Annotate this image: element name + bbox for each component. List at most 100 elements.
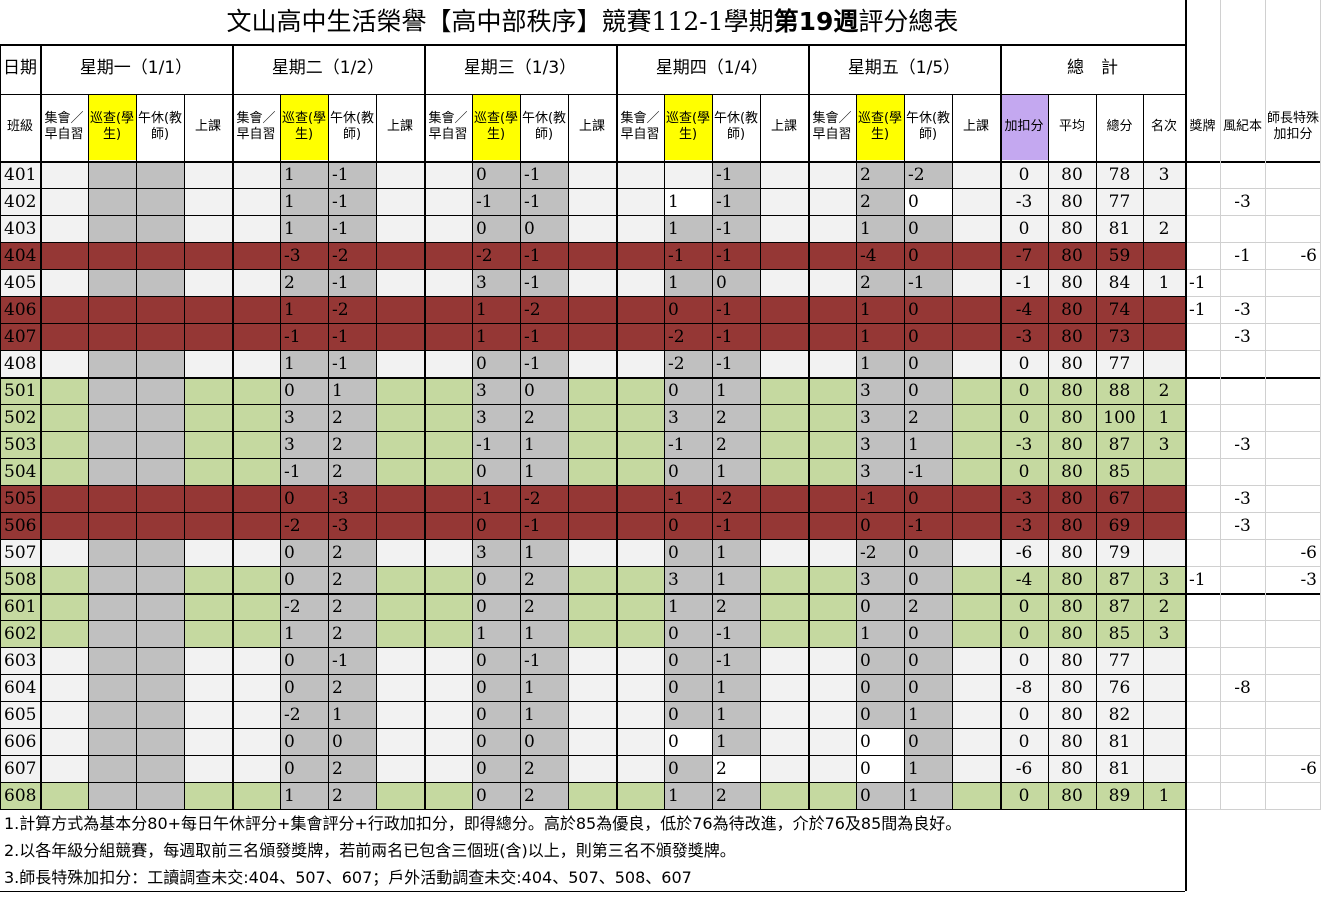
score-cell xyxy=(88,351,136,378)
score-cell: 1 xyxy=(664,189,712,216)
score-cell: -1 xyxy=(904,270,952,297)
score-cell: 1 xyxy=(712,459,760,486)
score-cell: 1 xyxy=(280,189,328,216)
table-row xyxy=(0,729,1185,756)
grid-line xyxy=(904,94,905,810)
extra-cell xyxy=(1185,459,1220,486)
score-cell: 0 xyxy=(856,783,904,810)
score-cell xyxy=(88,270,136,297)
total-cell: -3 xyxy=(1015,489,1033,509)
score-cell: 1 xyxy=(904,432,952,459)
score-cell: 2 xyxy=(520,594,568,621)
grid-line xyxy=(760,94,761,810)
score-cell: 1 xyxy=(712,567,760,594)
score-cell xyxy=(568,513,616,540)
score-cell xyxy=(952,216,1000,243)
class-cell: 604 xyxy=(4,678,37,698)
class-cell: 607 xyxy=(4,759,37,779)
score-cell xyxy=(952,675,1000,702)
total-cell: 80 xyxy=(1061,462,1083,482)
grid-line xyxy=(952,94,953,810)
score-cell: -1 xyxy=(908,516,925,536)
score-cell xyxy=(40,324,88,351)
footnote: 3.師長特殊加扣分：工讀調查未交:404、507、607；戶外活動調查未交:40… xyxy=(4,868,692,887)
total-cell: -7 xyxy=(1015,246,1033,266)
score-cell: 1 xyxy=(712,675,760,702)
score-cell xyxy=(184,729,232,756)
score-cell: -1 xyxy=(476,489,493,509)
score-cell xyxy=(88,675,136,702)
total-cell: 87 xyxy=(1108,435,1131,455)
score-cell xyxy=(808,702,856,729)
class-cell: 503 xyxy=(4,435,37,455)
score-cell xyxy=(952,540,1000,567)
grid-line xyxy=(1185,809,1321,810)
grid-line xyxy=(1185,296,1321,297)
score-cell: -1 xyxy=(668,489,685,509)
score-cell xyxy=(232,243,280,270)
total-cell: 0 xyxy=(1018,408,1030,428)
score-cell xyxy=(568,567,616,594)
score-cell: 2 xyxy=(904,594,952,621)
score-cell: 0 xyxy=(668,516,679,536)
score-cell: -1 xyxy=(664,432,712,459)
score-cell xyxy=(568,297,616,324)
score-cell: 0 xyxy=(472,675,520,702)
total-cell: 0 xyxy=(1018,705,1030,725)
total-cell: 80 xyxy=(1061,381,1083,401)
score-cell xyxy=(760,567,808,594)
extra-cell xyxy=(1265,675,1321,702)
score-cell: 2 xyxy=(328,540,376,567)
grid-line xyxy=(0,539,1185,540)
total-cell: 3 xyxy=(1158,570,1170,590)
title-week: 第19週 xyxy=(773,7,859,36)
score-cell xyxy=(616,783,664,810)
score-cell: -2 xyxy=(332,246,349,266)
grid-line xyxy=(1185,350,1321,351)
score-cell: 2 xyxy=(856,270,904,297)
grid-line xyxy=(0,161,1321,163)
grid-line xyxy=(0,94,1185,95)
score-cell: 0 xyxy=(664,675,712,702)
score-cell xyxy=(952,189,1000,216)
class-cell: 403 xyxy=(4,219,37,239)
score-cell xyxy=(808,513,856,540)
sub-column-header: 午休(教師) xyxy=(329,111,375,142)
total-cell: -4 xyxy=(1015,300,1033,320)
score-cell: 0 xyxy=(280,378,328,405)
score-cell: -1 xyxy=(716,246,733,266)
score-cell: 3 xyxy=(280,405,328,432)
score-cell xyxy=(376,756,424,783)
grid-line xyxy=(1185,323,1321,324)
total-cell: 80 xyxy=(1061,786,1083,806)
table-row xyxy=(0,540,1185,567)
score-cell: 1 xyxy=(856,621,904,648)
table-row xyxy=(0,567,1185,594)
score-cell xyxy=(952,378,1000,405)
score-cell xyxy=(88,432,136,459)
score-cell xyxy=(760,162,808,189)
total-cell: 80 xyxy=(1061,192,1083,212)
score-cell: -2 xyxy=(524,300,541,320)
total-cell: 0 xyxy=(1018,786,1030,806)
total-cell: 80 xyxy=(1061,678,1083,698)
score-cell xyxy=(952,513,1000,540)
score-cell: 1 xyxy=(860,300,871,320)
extra-cell xyxy=(1185,432,1220,459)
extra-cell xyxy=(1265,405,1321,432)
score-cell xyxy=(136,729,184,756)
score-cell: 0 xyxy=(280,675,328,702)
score-cell xyxy=(952,756,1000,783)
class-cell: 406 xyxy=(4,300,37,320)
grid-line xyxy=(0,782,1185,783)
score-cell xyxy=(184,270,232,297)
total-cell: 81 xyxy=(1108,732,1131,752)
score-cell xyxy=(952,324,1000,351)
extra-cell xyxy=(1220,540,1265,567)
score-cell: 1 xyxy=(856,351,904,378)
total-cell: 80 xyxy=(1061,300,1083,320)
score-cell xyxy=(136,567,184,594)
score-cell xyxy=(376,324,424,351)
score-cell xyxy=(88,648,136,675)
grid-line xyxy=(1220,0,1221,810)
